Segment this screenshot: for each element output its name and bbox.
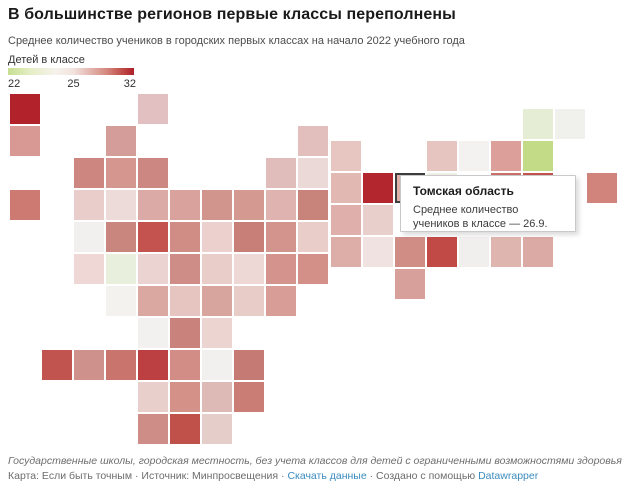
map-tile[interactable] (586, 172, 618, 204)
map-tile[interactable] (522, 236, 554, 268)
map-tile[interactable] (201, 381, 233, 413)
map-tile[interactable] (362, 236, 394, 268)
map-tile[interactable] (330, 204, 362, 236)
map-tile[interactable] (265, 221, 297, 253)
map-tile[interactable] (201, 189, 233, 221)
map-tile[interactable] (137, 317, 169, 349)
map-tile[interactable] (73, 189, 105, 221)
map-tile[interactable] (426, 140, 458, 172)
map-tile[interactable] (9, 93, 41, 125)
map-tile[interactable] (297, 157, 329, 189)
legend-gradient-bar (8, 68, 134, 75)
map-tile[interactable] (362, 172, 394, 204)
map-tile[interactable] (233, 349, 265, 381)
map-tile[interactable] (73, 253, 105, 285)
map-tile[interactable] (458, 140, 490, 172)
page-title: В большинстве регионов первые классы пер… (8, 6, 456, 23)
map-tile[interactable] (201, 285, 233, 317)
map-tile[interactable] (169, 189, 201, 221)
map-tile[interactable] (201, 413, 233, 445)
credit-text: Карта: Если быть точным · Источник: Минп… (8, 470, 288, 482)
map-tile[interactable] (297, 125, 329, 157)
map-tile[interactable] (169, 413, 201, 445)
map-tile[interactable] (297, 253, 329, 285)
map-tile[interactable] (137, 189, 169, 221)
map-tile[interactable] (297, 189, 329, 221)
map-tile[interactable] (137, 413, 169, 445)
map-tile[interactable] (169, 349, 201, 381)
map-tile[interactable] (394, 268, 426, 300)
download-data-link[interactable]: Скачать данные (287, 470, 367, 482)
datawrapper-link[interactable]: Datawrapper (478, 470, 539, 482)
map-tile[interactable] (169, 285, 201, 317)
map-tile[interactable] (105, 253, 137, 285)
map-tile[interactable] (297, 221, 329, 253)
map-tile[interactable] (265, 253, 297, 285)
map-tile[interactable] (73, 221, 105, 253)
map-tile[interactable] (265, 157, 297, 189)
map-tile[interactable] (490, 236, 522, 268)
tooltip-region-name: Томская область (413, 184, 514, 198)
map-tile[interactable] (330, 236, 362, 268)
map-tile[interactable] (105, 157, 137, 189)
map-tile[interactable] (41, 349, 73, 381)
map-tile[interactable] (554, 108, 586, 140)
map-tile[interactable] (105, 221, 137, 253)
map-tile[interactable] (9, 125, 41, 157)
legend-tick-max: 32 (123, 78, 136, 90)
page-subtitle: Среднее количество учеников в городских … (8, 35, 465, 47)
legend-ticks: 22 25 32 (8, 78, 136, 91)
map-tile[interactable] (105, 125, 137, 157)
map-tile[interactable] (522, 140, 554, 172)
map-tile[interactable] (105, 285, 137, 317)
map-tile[interactable] (330, 172, 362, 204)
map-tile[interactable] (137, 285, 169, 317)
map-tile[interactable] (201, 253, 233, 285)
map-tile[interactable] (233, 221, 265, 253)
map-tile[interactable] (105, 349, 137, 381)
map-tile[interactable] (522, 108, 554, 140)
map-tile[interactable] (137, 157, 169, 189)
map-tile[interactable] (330, 140, 362, 172)
map-tile[interactable] (458, 236, 490, 268)
map-tile[interactable] (105, 189, 137, 221)
tooltip: Томская область Среднее количество учени… (400, 175, 576, 232)
legend-tick-min: 22 (8, 78, 21, 90)
map-tile[interactable] (169, 381, 201, 413)
map-tile[interactable] (265, 189, 297, 221)
legend-label: Детей в классе (8, 54, 85, 66)
map-tile[interactable] (137, 349, 169, 381)
map-tile[interactable] (137, 221, 169, 253)
map-tile[interactable] (201, 221, 233, 253)
tooltip-value-text: Среднее количество учеников в классе — 2… (413, 204, 548, 230)
footer-note: Государственные школы, городская местнос… (8, 455, 622, 467)
map-tile[interactable] (9, 189, 41, 221)
map-tile[interactable] (233, 381, 265, 413)
legend-tick-mid: 25 (67, 78, 80, 90)
map-tile[interactable] (137, 93, 169, 125)
map-tile[interactable] (169, 221, 201, 253)
map-tile[interactable] (233, 253, 265, 285)
map-tile[interactable] (201, 349, 233, 381)
map-tile[interactable] (201, 317, 233, 349)
credit-text-mid: · Создано с помощью (366, 470, 479, 482)
map-tile[interactable] (362, 204, 394, 236)
map-tile[interactable] (169, 253, 201, 285)
map-tile[interactable] (233, 285, 265, 317)
map-tile[interactable] (169, 317, 201, 349)
map-tile[interactable] (490, 140, 522, 172)
map-tile[interactable] (265, 285, 297, 317)
map-tile[interactable] (233, 189, 265, 221)
map-tile[interactable] (137, 381, 169, 413)
footer-credits: Карта: Если быть точным · Источник: Минп… (8, 470, 538, 482)
map-tile[interactable] (73, 157, 105, 189)
map-tile[interactable] (137, 253, 169, 285)
map-tile[interactable] (394, 236, 426, 268)
map-tile[interactable] (73, 349, 105, 381)
map-tile[interactable] (426, 236, 458, 268)
